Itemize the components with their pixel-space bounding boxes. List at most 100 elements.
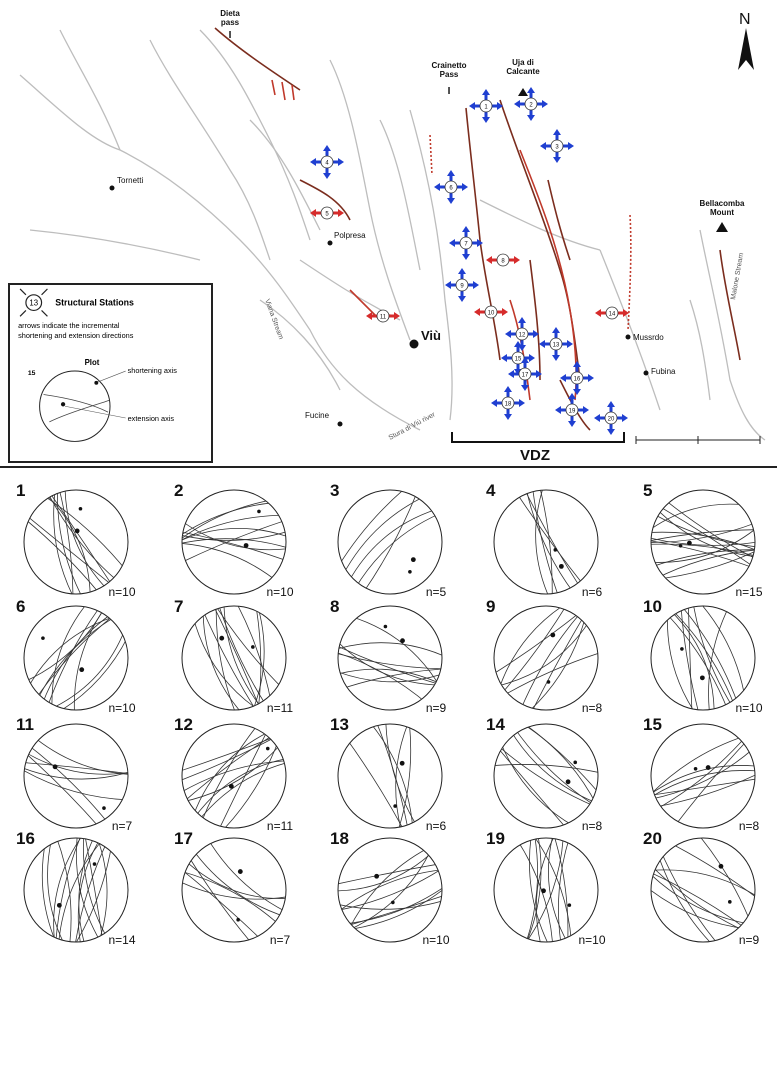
station-marker-label: 4 (325, 161, 329, 167)
extension-axis-point (408, 569, 412, 574)
legend-station-number: 13 (29, 299, 38, 308)
stereonet-circle (23, 723, 129, 829)
great-circles (494, 606, 598, 710)
stereonet-circle (337, 605, 443, 711)
extension-axis-point (383, 624, 388, 629)
stereonet-number: 3 (330, 481, 339, 500)
stereonet-number: 12 (174, 715, 193, 734)
extension-axis-point (391, 900, 395, 905)
legend-desc-1: arrows indicate the incremental (18, 321, 120, 330)
great-circles (24, 734, 128, 828)
stereonet-circle (650, 723, 756, 829)
extension-axis-point (546, 680, 551, 684)
stereonet-number: 18 (330, 829, 349, 848)
station-marker-label: 18 (505, 402, 512, 408)
stereonet-number: 13 (330, 715, 349, 734)
fault-traces (214, 27, 741, 431)
stereonet-count: n=5 (426, 585, 447, 599)
north-label: N (739, 11, 751, 28)
stereonet-11: 11 n=7 (16, 715, 133, 833)
great-circles (651, 497, 755, 580)
extension-axis-point (393, 804, 397, 808)
shortening-axis-point (79, 667, 85, 673)
stereonet-count: n=10 (422, 933, 449, 947)
stereonet-number: 7 (174, 597, 183, 616)
stereonet-13: 13 n=6 (330, 715, 447, 833)
river-labels: Viana Stream Stura di Viù river Malone S… (263, 252, 745, 442)
shortening-axis-point (52, 764, 58, 770)
great-circles (182, 498, 286, 584)
station-marker-label: 20 (608, 417, 615, 423)
great-circles (344, 724, 419, 828)
great-circles (651, 735, 755, 827)
stereonet-number: 17 (174, 829, 193, 848)
station-marker-label: 13 (553, 343, 560, 349)
station-marker: 4 (310, 145, 344, 179)
shortening-axis-point (374, 873, 380, 879)
stereonet-20: 20 n=9 (643, 829, 760, 947)
great-circles (651, 838, 755, 942)
stereonet-count: n=10 (578, 933, 605, 947)
place-viu: Viù (421, 328, 441, 343)
station-marker-label: 17 (522, 373, 529, 379)
place-mussrdo: Mussrdo (633, 333, 664, 342)
place-uja: Uja di Calcante (506, 58, 540, 76)
extension-axis-point (102, 806, 106, 810)
shortening-axis-point (243, 543, 249, 548)
stereonet-circle (650, 837, 756, 943)
stereonet-number: 6 (16, 597, 25, 616)
station-marker-label: 12 (519, 333, 526, 339)
great-circles (666, 606, 746, 710)
geologic-map: N Dieta pass I Crainetto Pass I Uja di Calc… (0, 9, 777, 468)
stereonet-16: 16 n=14 (16, 829, 136, 947)
stereonet-circle (337, 837, 443, 943)
station-marker: 17 (508, 357, 542, 391)
stereonet-count: n=8 (739, 819, 760, 833)
station-marker: 5 (310, 206, 344, 220)
station-marker-label: 10 (488, 311, 495, 317)
stereonet-count: n=6 (426, 819, 447, 833)
place-fubina: Fubina (651, 367, 676, 376)
legend-plot-title: Plot (85, 358, 100, 367)
vdz-label: VDZ (520, 447, 550, 464)
great-circles (192, 606, 286, 710)
extension-axis-point (92, 862, 97, 866)
legend-shortening: shortening axis (128, 366, 178, 375)
stereonet-10: 10 n=10 (643, 597, 763, 715)
stereonet-count: n=8 (582, 819, 603, 833)
stereonet-3: 3 n=5 (330, 481, 447, 599)
station-marker: 7 (449, 226, 483, 260)
station-marker: 9 (445, 268, 479, 302)
extension-axis-point (693, 766, 698, 771)
stereonet-count: n=11 (267, 701, 293, 715)
station-marker-label: 9 (460, 284, 464, 290)
great-circles (182, 724, 286, 828)
stereonet-circle (493, 605, 599, 711)
place-fucine: Fucine (305, 411, 330, 420)
stereonet-circle (337, 723, 443, 829)
stereonet-14: 14 n=8 (486, 715, 603, 833)
shortening-axis-point (705, 765, 711, 770)
stereonet-count: n=9 (426, 701, 447, 715)
great-circles (182, 838, 286, 942)
extension-axis-point (680, 647, 684, 651)
stereonet-count: n=6 (582, 585, 603, 599)
shortening-axis-point (400, 638, 405, 644)
shortening-axis-point (237, 869, 243, 874)
stereonet-number: 10 (643, 597, 662, 616)
stereonet-circle (23, 605, 129, 711)
place-tornetti: Tornetti (117, 176, 143, 185)
stereonet-count: n=9 (739, 933, 760, 947)
station-marker: 2 (514, 87, 548, 121)
svg-text:I: I (229, 30, 232, 41)
legend-stereonet (39, 370, 126, 442)
great-circles (516, 490, 585, 594)
extension-axis-point (553, 548, 558, 552)
extension-axis-point (678, 543, 683, 548)
extension-axis-point (236, 917, 240, 922)
stereonet-number: 14 (486, 715, 505, 734)
stereonet-15: 15 n=8 (643, 715, 760, 833)
station-marker-label: 19 (569, 409, 576, 415)
stereonet-number: 15 (643, 715, 662, 734)
station-marker: 6 (434, 170, 468, 204)
